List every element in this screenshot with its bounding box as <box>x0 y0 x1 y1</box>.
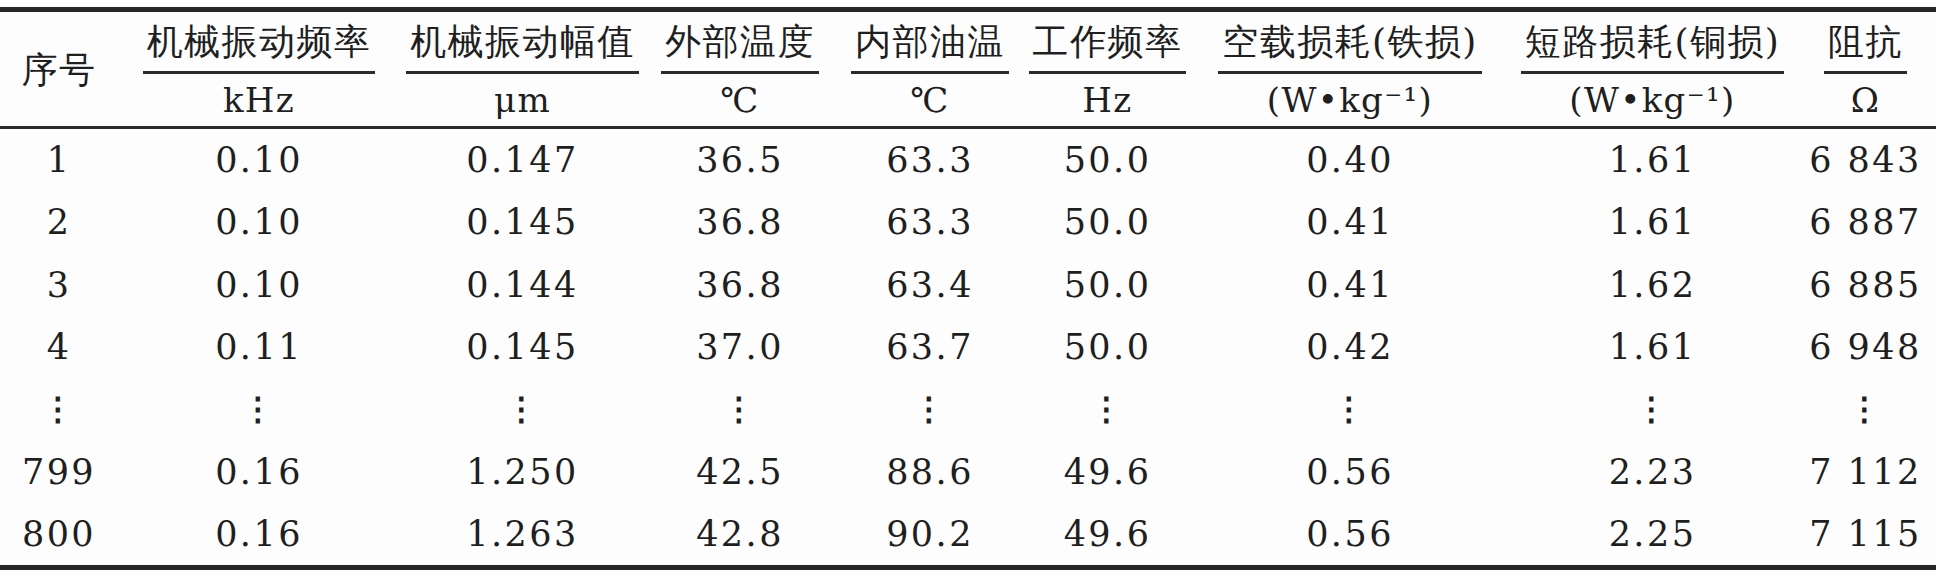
column-header-impedance: 阻抗 Ω <box>1795 12 1936 126</box>
table-cell: 63.3 <box>835 129 1025 191</box>
table-cell: 0.10 <box>118 129 400 191</box>
table-cell: 50.0 <box>1025 254 1190 316</box>
table-cell: 63.7 <box>835 316 1025 378</box>
table-cell: 0.56 <box>1190 503 1510 565</box>
table-cell: 2 <box>0 191 118 253</box>
column-header-short-circuit-loss: 短路损耗(铜损) (W•kg⁻¹) <box>1510 12 1795 126</box>
column-title: 阻抗 <box>1824 19 1907 74</box>
column-unit: kHz <box>223 80 295 120</box>
table-cell: ⋮ <box>400 378 645 440</box>
column-title: 工作频率 <box>1029 19 1187 74</box>
table-cell: 6 948 <box>1795 316 1936 378</box>
table-cell: 1.61 <box>1510 129 1795 191</box>
column-unit: μm <box>494 80 551 120</box>
table-cell: 36.5 <box>645 129 835 191</box>
column-title: 机械振动频率 <box>143 19 376 74</box>
column-header-external-temperature: 外部温度 ℃ <box>645 12 835 126</box>
table-cell: 50.0 <box>1025 129 1190 191</box>
table-header-row: 序号 机械振动频率 kHz 机械振动幅值 μm 外部温度 ℃ 内部油温 ℃ 工作… <box>0 12 1936 129</box>
column-title: 内部油温 <box>851 19 1009 74</box>
column-title: 空载损耗(铁损) <box>1218 19 1482 74</box>
table-cell: 88.6 <box>835 440 1025 502</box>
table-cell: 50.0 <box>1025 191 1190 253</box>
table-cell: 799 <box>0 440 118 502</box>
table-row: 3 0.10 0.144 36.8 63.4 50.0 0.41 1.62 6 … <box>0 254 1936 316</box>
column-header-no-load-loss: 空载损耗(铁损) (W•kg⁻¹) <box>1190 12 1510 126</box>
table-cell: 63.3 <box>835 191 1025 253</box>
table-cell: 800 <box>0 503 118 565</box>
table-cell: 42.5 <box>645 440 835 502</box>
table-cell: 63.4 <box>835 254 1025 316</box>
table-cell: 37.0 <box>645 316 835 378</box>
column-title: 短路损耗(铜损) <box>1521 19 1785 74</box>
table-cell: 36.8 <box>645 254 835 316</box>
table-cell: 1.61 <box>1510 316 1795 378</box>
table-cell: ⋮ <box>1795 378 1936 440</box>
table-cell: 0.56 <box>1190 440 1510 502</box>
table-cell: 1.250 <box>400 440 645 502</box>
table-cell: 6 887 <box>1795 191 1936 253</box>
table-cell: 0.145 <box>400 316 645 378</box>
table-cell: 7 112 <box>1795 440 1936 502</box>
column-unit: ℃ <box>910 80 949 120</box>
table-cell: 2.25 <box>1510 503 1795 565</box>
table-cell: 0.16 <box>118 503 400 565</box>
table-cell: ⋮ <box>835 378 1025 440</box>
table-cell: 6 885 <box>1795 254 1936 316</box>
column-header-serial: 序号 <box>0 12 118 126</box>
table-cell: 1.61 <box>1510 191 1795 253</box>
table-cell: 6 843 <box>1795 129 1936 191</box>
table-cell: 49.6 <box>1025 503 1190 565</box>
table-row: 2 0.10 0.145 36.8 63.3 50.0 0.41 1.61 6 … <box>0 191 1936 253</box>
table-cell: ⋮ <box>118 378 400 440</box>
table-cell: 0.144 <box>400 254 645 316</box>
column-title: 机械振动幅值 <box>406 19 639 74</box>
column-unit: (W•kg⁻¹) <box>1569 80 1735 120</box>
table-cell: 0.40 <box>1190 129 1510 191</box>
table-cell: 7 115 <box>1795 503 1936 565</box>
table-cell: 0.10 <box>118 191 400 253</box>
table-cell: 0.145 <box>400 191 645 253</box>
column-unit: (W•kg⁻¹) <box>1267 80 1433 120</box>
column-header-internal-oil-temperature: 内部油温 ℃ <box>835 12 1025 126</box>
table-cell: 1.263 <box>400 503 645 565</box>
table-cell: 0.16 <box>118 440 400 502</box>
table-cell: ⋮ <box>1025 378 1190 440</box>
table-row: 4 0.11 0.145 37.0 63.7 50.0 0.42 1.61 6 … <box>0 316 1936 378</box>
table-cell: ⋮ <box>1510 378 1795 440</box>
table-cell: 2.23 <box>1510 440 1795 502</box>
column-title: 序号 <box>18 47 101 92</box>
table-cell: 0.41 <box>1190 254 1510 316</box>
paper-table-page: 序号 机械振动频率 kHz 机械振动幅值 μm 外部温度 ℃ 内部油温 ℃ 工作… <box>0 0 1936 576</box>
column-title: 外部温度 <box>661 19 819 74</box>
table-cell: 0.11 <box>118 316 400 378</box>
table-cell: 0.147 <box>400 129 645 191</box>
table-cell: ⋮ <box>0 378 118 440</box>
table-cell: 0.42 <box>1190 316 1510 378</box>
table-cell: 0.41 <box>1190 191 1510 253</box>
table-row: 800 0.16 1.263 42.8 90.2 49.6 0.56 2.25 … <box>0 503 1936 565</box>
table-cell: ⋮ <box>1190 378 1510 440</box>
table-cell: 0.10 <box>118 254 400 316</box>
table-cell: 42.8 <box>645 503 835 565</box>
data-table: 序号 机械振动频率 kHz 机械振动幅值 μm 外部温度 ℃ 内部油温 ℃ 工作… <box>0 7 1936 570</box>
table-cell: 49.6 <box>1025 440 1190 502</box>
column-unit: Ω <box>1851 80 1881 120</box>
column-unit: ℃ <box>720 80 759 120</box>
table-cell: 1.62 <box>1510 254 1795 316</box>
column-header-working-frequency: 工作频率 Hz <box>1025 12 1190 126</box>
table-cell: 3 <box>0 254 118 316</box>
table-row: 799 0.16 1.250 42.5 88.6 49.6 0.56 2.23 … <box>0 440 1936 502</box>
table-row-ellipsis: ⋮ ⋮ ⋮ ⋮ ⋮ ⋮ ⋮ ⋮ ⋮ <box>0 378 1936 440</box>
table-cell: 90.2 <box>835 503 1025 565</box>
table-cell: 50.0 <box>1025 316 1190 378</box>
column-header-vibration-frequency: 机械振动频率 kHz <box>118 12 400 126</box>
column-unit: Hz <box>1082 80 1132 120</box>
table-cell: ⋮ <box>645 378 835 440</box>
table-cell: 4 <box>0 316 118 378</box>
table-cell: 36.8 <box>645 191 835 253</box>
table-cell: 1 <box>0 129 118 191</box>
column-header-vibration-amplitude: 机械振动幅值 μm <box>400 12 645 126</box>
table-row: 1 0.10 0.147 36.5 63.3 50.0 0.40 1.61 6 … <box>0 129 1936 191</box>
